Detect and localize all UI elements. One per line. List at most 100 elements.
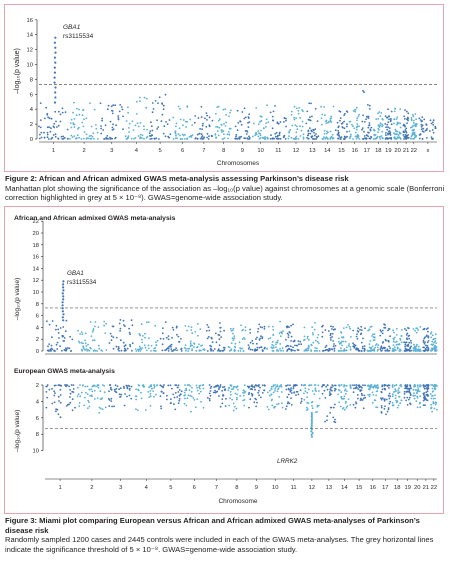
chrom-18-point (399, 350, 401, 352)
chrom-3-point (107, 104, 110, 107)
chrom-10-point (267, 408, 270, 411)
chrom-11-point (290, 340, 292, 342)
chrom-2-point (83, 118, 85, 121)
chrom-11-point (287, 393, 290, 396)
chrom-12-point (317, 404, 320, 407)
chrom-6-point (188, 347, 191, 350)
chrom-15-point (343, 127, 346, 130)
chrom-14-point (332, 137, 335, 140)
chrom-15-point (364, 396, 367, 399)
chrom-21-point (404, 109, 406, 111)
chrom-14-point (345, 326, 348, 329)
chrom-21-point (426, 399, 429, 402)
chrom-5-point (157, 102, 159, 104)
chrom-20-point (396, 133, 398, 135)
chrom-12-point (297, 138, 300, 140)
chrom-4-point (133, 137, 136, 140)
chrom-8-point (233, 335, 236, 338)
chrom-17-point (365, 137, 367, 140)
chrom-11-point (300, 343, 303, 346)
chrom-19-point (389, 134, 392, 136)
x-tick-label: 15 (356, 485, 362, 491)
chrom-10-point (273, 406, 276, 408)
chrom-14-point (340, 347, 342, 350)
chrom-8-point (242, 399, 245, 402)
chrom-9-point (260, 335, 262, 338)
chrom-14-point (349, 349, 352, 351)
chrom-14-point (328, 120, 330, 123)
chrom-10-point (272, 385, 275, 388)
chrom-5-point (173, 403, 175, 406)
chrom-12-point (306, 337, 309, 340)
chrom-5-point (170, 345, 172, 348)
chrom-20-point (414, 329, 416, 332)
chrom-8-point (223, 122, 225, 125)
chrom-20-point (416, 397, 419, 399)
chrom-2-point (86, 393, 89, 396)
chrom-12-point (316, 405, 319, 408)
chrom-21-point (403, 115, 406, 118)
chrom-18-point (381, 130, 384, 133)
chrom-19-point (407, 387, 410, 390)
chrom-3-point (131, 349, 133, 352)
chrom-13-point (307, 118, 310, 121)
chrom-8-point (237, 388, 239, 391)
chrom-4-point (149, 405, 152, 407)
chrom-13-point (315, 135, 318, 138)
chrom-2-point (87, 343, 89, 346)
chrom-X-point (418, 117, 421, 120)
chrom-11-point (284, 138, 287, 140)
chrom-18-point (394, 388, 397, 391)
chrom-13-point (310, 130, 313, 132)
chrom-2-point (92, 328, 95, 330)
chrom-16-point (369, 348, 372, 350)
chrom-11-point (294, 344, 296, 347)
chrom-5-point (153, 138, 156, 140)
chrom-17-point (384, 388, 387, 391)
chrom-X-point (422, 127, 425, 130)
chrom-10-point (274, 390, 276, 392)
chrom-4-point (145, 137, 148, 139)
chrom-12-point (310, 344, 313, 347)
chrom-17-point (383, 408, 386, 410)
chrom-3-point (118, 322, 121, 325)
chrom-10-point (272, 350, 275, 352)
chrom-12-peak-point (310, 417, 314, 420)
chrom-10-point (275, 386, 277, 388)
chrom-6-point (199, 390, 202, 393)
chrom-2-point (80, 391, 83, 394)
chrom-16-point (351, 123, 353, 126)
chrom-2-point (97, 344, 100, 347)
y-tick-label: 2 (36, 383, 39, 389)
chrom-7-point (206, 132, 209, 135)
chrom-17-point (367, 117, 370, 119)
chrom-7-point (223, 329, 226, 332)
chrom-15-point (340, 122, 343, 125)
chrom-19-point (405, 334, 408, 336)
chrom-4-point (143, 137, 145, 140)
chrom-10-point (259, 137, 262, 139)
chrom-16-point (372, 339, 375, 341)
chrom-14-point (340, 332, 343, 334)
chrom-20-point (399, 108, 402, 110)
chrom-9-point (249, 341, 252, 344)
chrom-5-point (164, 135, 167, 138)
y-tick-label: 8 (30, 77, 33, 83)
chrom-8-point (231, 398, 234, 401)
chrom-13-point (333, 348, 336, 350)
chrom-3-point (106, 108, 109, 111)
chrom-2-point (92, 350, 95, 352)
chrom-13-point (333, 343, 335, 345)
chrom-2-point (77, 126, 80, 129)
chrom-21-point (406, 110, 408, 113)
chrom-3-point (110, 335, 113, 337)
chrom-3-point (120, 349, 123, 352)
chrom-5-point (162, 392, 165, 394)
bottom-panel-title: European GWAS meta-analysis (14, 368, 115, 375)
chrom-14-point (345, 400, 347, 403)
chrom-9-point (254, 350, 256, 352)
chrom-6-point (193, 399, 196, 401)
chrom-11-point (298, 343, 300, 346)
chrom-10-point (269, 389, 271, 392)
chrom-1-point (54, 133, 57, 136)
